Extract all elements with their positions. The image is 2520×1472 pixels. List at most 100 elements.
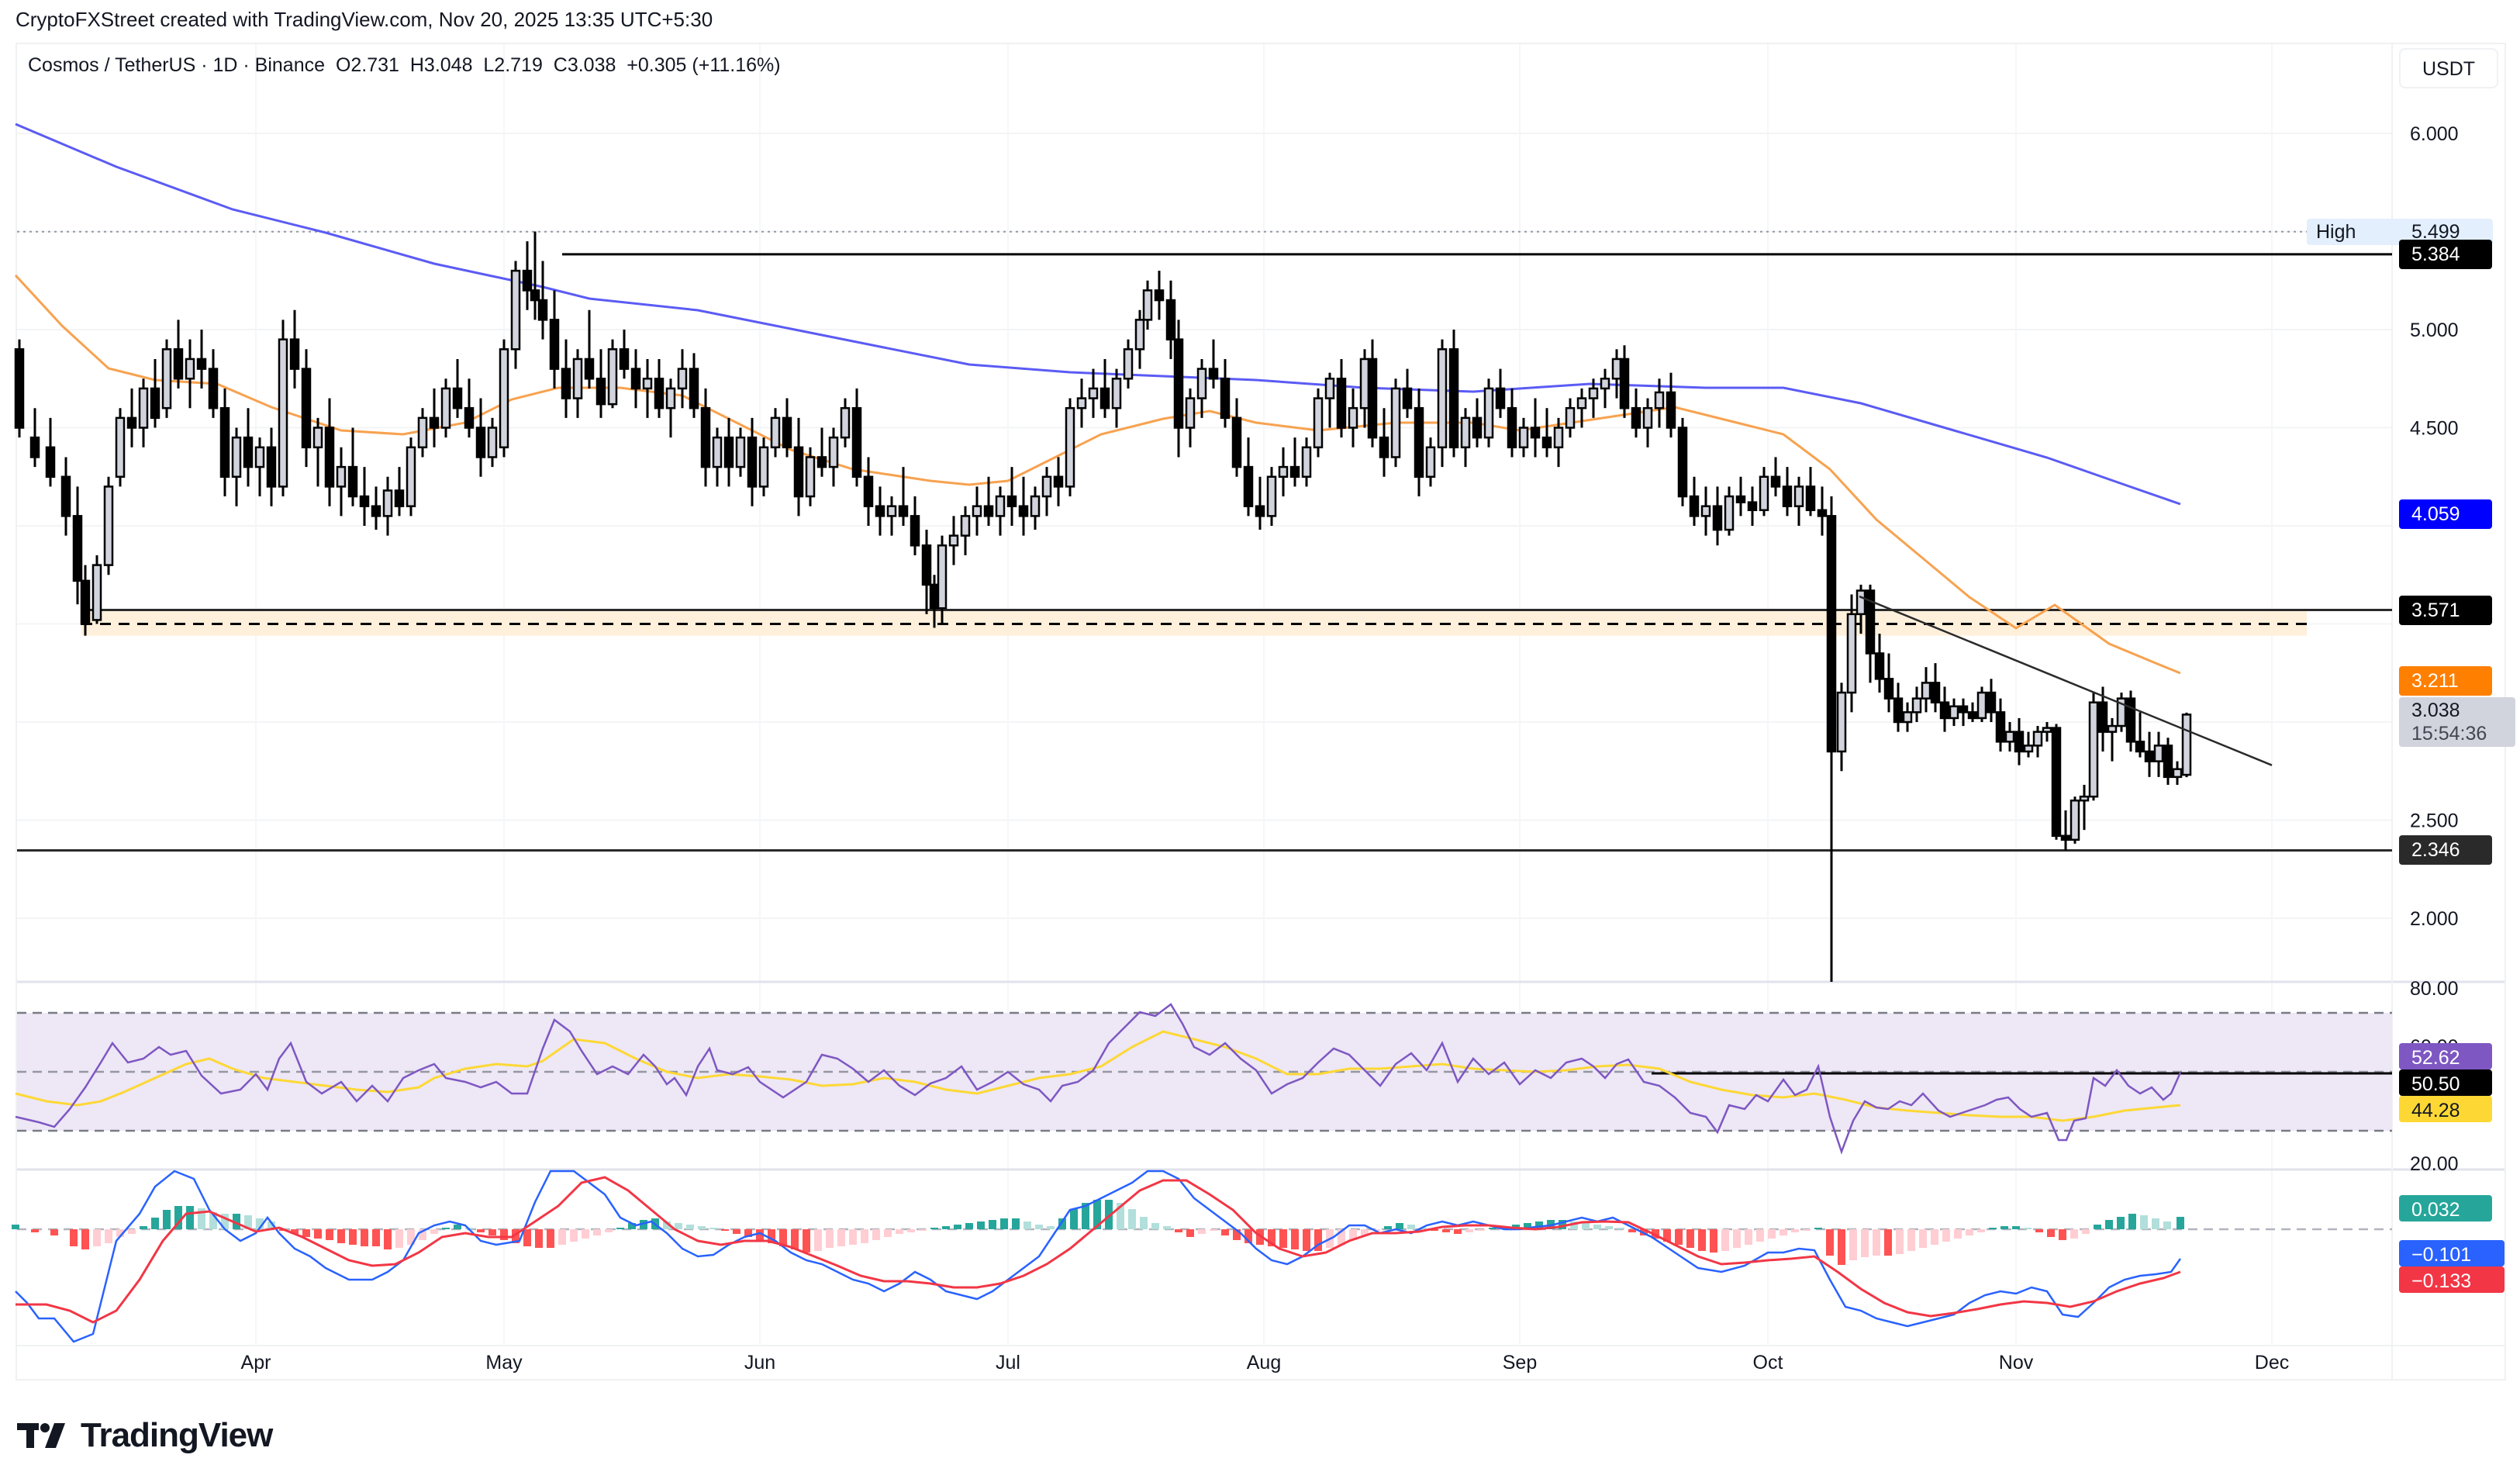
candle bbox=[937, 535, 948, 624]
tradingview-logo[interactable]: TradingView bbox=[17, 1416, 273, 1455]
macd-histogram-bar bbox=[1942, 1229, 1950, 1242]
candle bbox=[1836, 682, 1847, 772]
currency-button[interactable]: USDT bbox=[2399, 48, 2498, 88]
candle bbox=[1930, 663, 1941, 713]
candle bbox=[2163, 738, 2173, 785]
macd-histogram-bar bbox=[268, 1221, 275, 1229]
macd-histogram-bar bbox=[1745, 1229, 1752, 1245]
macd-histogram-bar bbox=[105, 1229, 112, 1243]
candle bbox=[898, 467, 909, 526]
candle-body bbox=[336, 465, 347, 488]
candle bbox=[2079, 784, 2090, 831]
candle-body bbox=[522, 269, 533, 292]
candle-body bbox=[1553, 427, 1564, 449]
candle-body bbox=[60, 475, 71, 517]
candle-body bbox=[2097, 701, 2108, 733]
macd-histogram-bar bbox=[1686, 1229, 1694, 1248]
macd-histogram-bar bbox=[1384, 1226, 1392, 1229]
candle-body bbox=[1930, 682, 1941, 703]
macd-histogram-bar bbox=[1861, 1229, 1869, 1257]
macd-histogram-bar bbox=[675, 1223, 682, 1229]
candle-body bbox=[2116, 697, 2127, 727]
candle-body bbox=[2172, 768, 2183, 779]
candle bbox=[1313, 388, 1324, 458]
candle bbox=[452, 358, 463, 418]
candle-body bbox=[1874, 652, 1885, 680]
ohlc-high: H3.048 bbox=[409, 54, 473, 76]
candle-body bbox=[406, 446, 416, 507]
macd-histogram-bar bbox=[989, 1220, 996, 1229]
macd-histogram-bar bbox=[872, 1229, 880, 1240]
price-tag-resistance-5384: 5.384 bbox=[2399, 239, 2492, 269]
candle-body bbox=[840, 406, 851, 439]
candle bbox=[840, 398, 851, 447]
candle-body bbox=[863, 475, 874, 507]
candle-body bbox=[910, 515, 920, 547]
horizontal-levels bbox=[17, 230, 2392, 852]
candle-body bbox=[1893, 697, 1904, 724]
candle bbox=[499, 339, 509, 458]
macd-histogram-bar bbox=[442, 1228, 450, 1229]
macd-histogram-bar bbox=[291, 1229, 299, 1234]
candle-body bbox=[1805, 485, 1816, 512]
candle bbox=[1553, 417, 1564, 468]
macd-histogram-bar bbox=[151, 1218, 159, 1229]
candle bbox=[1402, 368, 1413, 418]
candle bbox=[2181, 712, 2192, 778]
candle bbox=[1995, 698, 2006, 752]
candle bbox=[336, 447, 347, 517]
candle-body bbox=[1642, 406, 1653, 429]
candle bbox=[1507, 388, 1517, 458]
candle bbox=[1654, 378, 1665, 428]
candle bbox=[1099, 358, 1110, 418]
candle bbox=[1041, 467, 1052, 517]
candle bbox=[712, 427, 723, 487]
candlesticks bbox=[14, 231, 2192, 958]
candle-body bbox=[1472, 416, 1483, 439]
high-value: 5.499 bbox=[2411, 220, 2460, 243]
macd-histogram-bar bbox=[1151, 1223, 1159, 1229]
candle bbox=[45, 417, 56, 487]
candle-body bbox=[1185, 397, 1196, 429]
candle bbox=[1231, 398, 1242, 477]
candle bbox=[14, 339, 25, 438]
candle bbox=[231, 427, 242, 506]
candle bbox=[572, 349, 583, 418]
attribution-header: CryptoFXStreet created with TradingView.… bbox=[16, 8, 713, 31]
macd-histogram-bar bbox=[640, 1220, 647, 1229]
macd-histogram-bar bbox=[1407, 1225, 1415, 1229]
macd-histogram-bar bbox=[1756, 1229, 1764, 1242]
macd-histogram-bar bbox=[2177, 1217, 2184, 1229]
candle-body bbox=[1041, 475, 1052, 498]
macd-histogram-bar bbox=[2024, 1228, 2032, 1229]
candle-body bbox=[1336, 378, 1347, 429]
rsi-tag-rsi-level: 50.50 bbox=[2399, 1069, 2492, 1096]
time-tick-label: Nov bbox=[1999, 1352, 2034, 1374]
macd-histogram-bar bbox=[186, 1206, 194, 1229]
candle bbox=[1448, 330, 1459, 458]
candle-body bbox=[2125, 697, 2136, 743]
candle bbox=[584, 309, 595, 389]
macd-histogram-bar bbox=[1733, 1229, 1741, 1248]
macd-histogram-bar bbox=[1873, 1229, 1880, 1256]
macd-histogram-bar bbox=[1210, 1229, 1217, 1231]
candle-body bbox=[29, 436, 40, 458]
macd-histogram-bar bbox=[1954, 1229, 1962, 1239]
macd-histogram-bar bbox=[1163, 1226, 1171, 1229]
candle bbox=[689, 353, 699, 418]
macd-histogram-bar bbox=[1884, 1229, 1892, 1256]
macd-histogram-bar bbox=[1663, 1229, 1671, 1242]
macd-histogram-bar bbox=[919, 1229, 927, 1231]
candle-body bbox=[735, 436, 746, 468]
macd-histogram-bar bbox=[1314, 1229, 1322, 1251]
ohlc-close: C3.038 bbox=[553, 54, 616, 76]
candle-body bbox=[2088, 701, 2099, 798]
macd-histogram-bar bbox=[2128, 1214, 2136, 1229]
candle-body bbox=[1911, 697, 1922, 714]
candle-body bbox=[452, 387, 463, 409]
candle-body bbox=[700, 406, 711, 468]
macd-histogram-bar bbox=[907, 1229, 915, 1232]
candle bbox=[243, 408, 254, 487]
candle-body bbox=[960, 515, 971, 537]
